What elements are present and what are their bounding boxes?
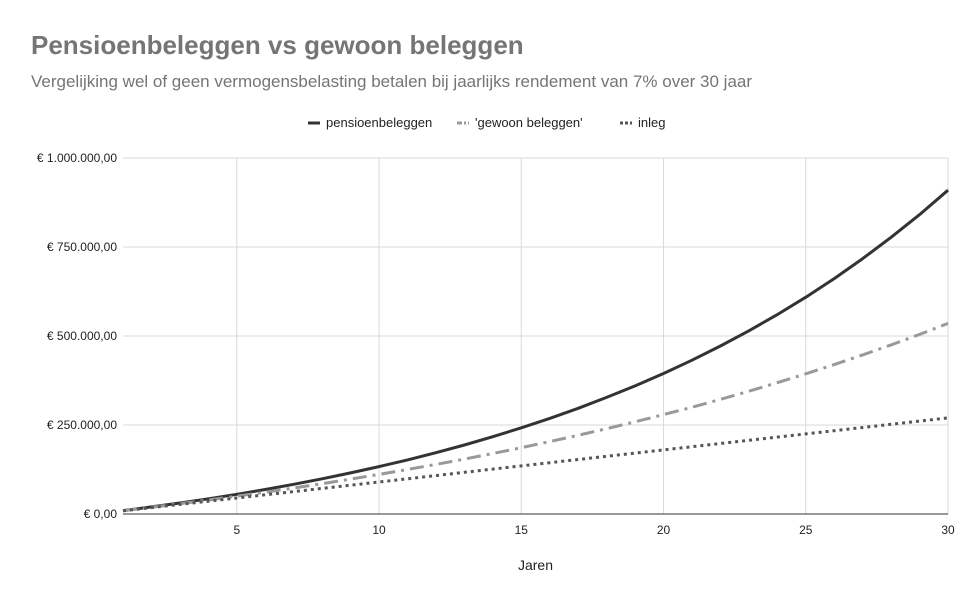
x-tick-label: 30 — [941, 523, 955, 537]
x-tick-label: 10 — [372, 523, 386, 537]
y-tick-label: € 0,00 — [84, 507, 118, 521]
series-line-2 — [122, 416, 949, 513]
x-tick-label: 5 — [233, 523, 240, 537]
chart-title: Pensioenbeleggen vs gewoon beleggen — [31, 30, 524, 60]
y-axis-ticks: € 0,00 € 250.000,00 € 500.000,00 € 750.000,… — [37, 151, 117, 521]
legend: pensioenbeleggen 'gewoon beleggen' inleg — [308, 115, 665, 130]
x-axis-ticks: 5 10 15 20 25 30 — [233, 523, 955, 537]
chart-subtitle: Vergelijking wel of geen vermogensbelast… — [31, 72, 753, 91]
y-tick-label: € 1.000.000,00 — [37, 151, 117, 165]
x-axis-label: Jaren — [518, 557, 553, 573]
x-tick-label: 25 — [799, 523, 813, 537]
series-line-1 — [122, 322, 949, 513]
series-lines — [122, 189, 949, 513]
grid — [123, 157, 949, 514]
x-tick-label: 20 — [657, 523, 671, 537]
y-tick-label: € 500.000,00 — [47, 329, 117, 343]
series-line-0 — [122, 189, 949, 513]
y-tick-label: € 750.000,00 — [47, 240, 117, 254]
legend-label: inleg — [638, 115, 665, 130]
y-tick-label: € 250.000,00 — [47, 418, 117, 432]
x-tick-label: 15 — [515, 523, 529, 537]
legend-label: 'gewoon beleggen' — [475, 115, 583, 130]
legend-label: pensioenbeleggen — [326, 115, 432, 130]
